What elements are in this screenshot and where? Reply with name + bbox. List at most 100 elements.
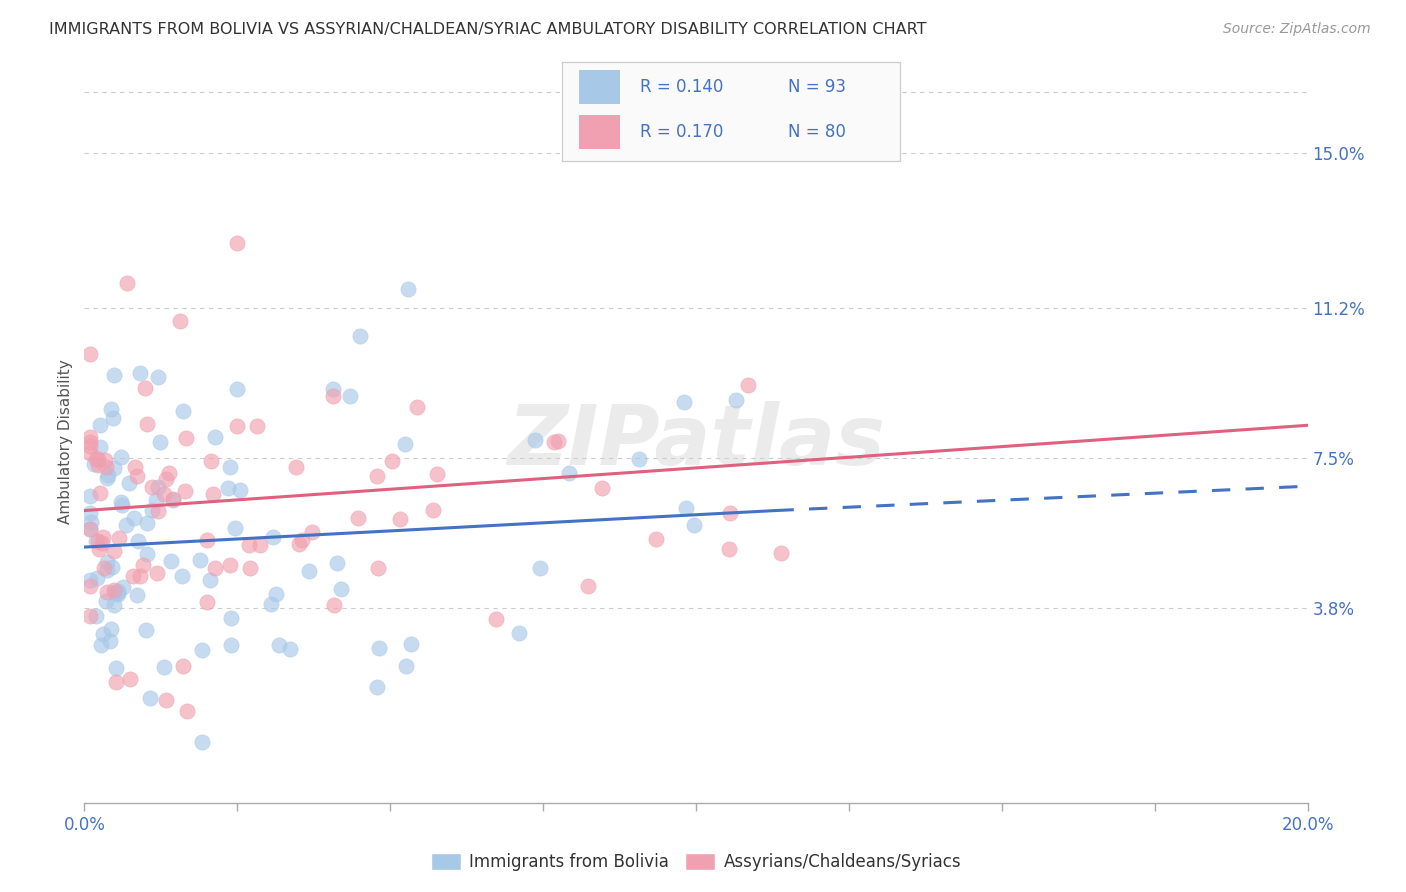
Point xyxy=(136,548,159,562)
Point xyxy=(264,587,287,601)
Point xyxy=(219,459,242,474)
Point xyxy=(89,418,111,433)
Point xyxy=(120,672,142,686)
Point xyxy=(91,530,114,544)
Point xyxy=(155,693,177,707)
Point xyxy=(100,623,122,637)
Point xyxy=(170,569,193,583)
Point xyxy=(115,518,138,533)
Point xyxy=(96,585,118,599)
Point xyxy=(326,556,349,570)
Text: Source: ZipAtlas.com: Source: ZipAtlas.com xyxy=(1223,22,1371,37)
Point xyxy=(249,538,271,552)
Point xyxy=(110,495,132,509)
Point xyxy=(135,623,157,637)
Point xyxy=(399,637,422,651)
Point xyxy=(86,452,108,467)
Point xyxy=(246,418,269,433)
Point xyxy=(80,515,103,529)
Text: R = 0.170: R = 0.170 xyxy=(640,123,723,141)
Point xyxy=(226,382,249,396)
Point xyxy=(122,569,145,583)
Point xyxy=(301,524,323,539)
Point xyxy=(93,561,115,575)
Point xyxy=(239,561,262,575)
Point xyxy=(200,573,222,587)
Point xyxy=(79,609,101,624)
Point xyxy=(769,546,792,560)
Point xyxy=(79,434,101,449)
Point xyxy=(153,660,176,674)
Point xyxy=(204,561,226,575)
Point xyxy=(135,516,157,530)
Point xyxy=(219,611,242,625)
Point xyxy=(380,454,402,468)
Point xyxy=(146,503,169,517)
Point xyxy=(153,486,176,500)
Point xyxy=(162,492,184,507)
Point xyxy=(94,453,117,467)
Point xyxy=(347,510,370,524)
Point xyxy=(394,659,416,673)
Point xyxy=(405,400,427,414)
Point xyxy=(100,402,122,417)
Text: ZIPatlas: ZIPatlas xyxy=(508,401,884,482)
Point xyxy=(87,533,110,548)
Text: IMMIGRANTS FROM BOLIVIA VS ASSYRIAN/CHALDEAN/SYRIAC AMBULATORY DISABILITY CORREL: IMMIGRANTS FROM BOLIVIA VS ASSYRIAN/CHAL… xyxy=(49,22,927,37)
Point xyxy=(103,582,125,597)
Point xyxy=(389,512,412,526)
Point xyxy=(90,536,112,550)
Point xyxy=(174,483,197,498)
Point xyxy=(79,489,101,503)
Point xyxy=(100,559,122,574)
Point xyxy=(190,643,212,657)
Point xyxy=(176,704,198,718)
Point xyxy=(287,537,309,551)
Point xyxy=(262,530,284,544)
Point xyxy=(79,347,101,361)
Bar xyxy=(579,115,620,149)
Point xyxy=(145,493,167,508)
Point xyxy=(426,467,449,481)
Point xyxy=(136,417,159,431)
Point xyxy=(173,659,195,673)
Point xyxy=(110,450,132,464)
Point xyxy=(84,609,107,624)
Point xyxy=(557,466,579,480)
Point xyxy=(86,571,108,585)
Point xyxy=(97,467,120,482)
Point xyxy=(103,544,125,558)
Point xyxy=(543,435,565,450)
Point xyxy=(238,538,260,552)
Point xyxy=(129,366,152,380)
Point xyxy=(683,518,706,533)
Point xyxy=(269,639,291,653)
Point xyxy=(169,313,191,327)
Point xyxy=(191,735,214,749)
Bar xyxy=(579,70,620,103)
Point xyxy=(298,564,321,578)
Point xyxy=(139,691,162,706)
Point xyxy=(529,561,551,575)
Point xyxy=(718,506,741,520)
Point xyxy=(217,482,239,496)
Point xyxy=(591,481,613,495)
Point xyxy=(675,501,697,516)
Point xyxy=(422,503,444,517)
Text: N = 93: N = 93 xyxy=(789,78,846,96)
Point xyxy=(103,461,125,475)
Point xyxy=(285,460,308,475)
Point xyxy=(523,433,546,447)
Point xyxy=(89,440,111,454)
Point xyxy=(91,626,114,640)
Point xyxy=(124,459,146,474)
Point xyxy=(112,580,135,594)
Point xyxy=(737,377,759,392)
Point xyxy=(101,410,124,425)
Point xyxy=(103,599,125,613)
Point xyxy=(226,235,249,250)
Point xyxy=(627,452,650,467)
Point xyxy=(131,558,153,572)
Point xyxy=(89,486,111,500)
Point xyxy=(94,594,117,608)
